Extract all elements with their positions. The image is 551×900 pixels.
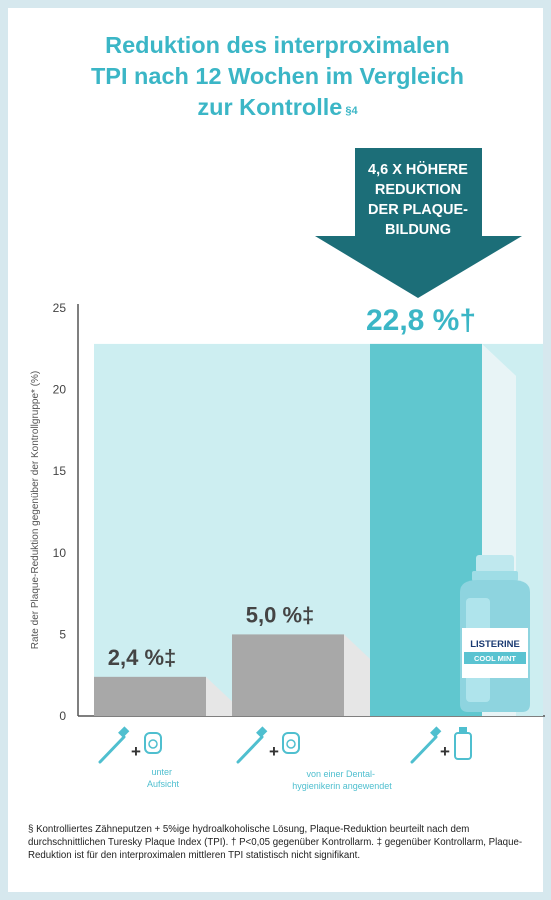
plus-sign: + (269, 742, 279, 761)
callout-line-2: REDUKTION (374, 182, 462, 198)
bar-shadow (344, 634, 378, 716)
chart-title: Reduktion des interproximalen TPI nach 1… (20, 30, 535, 123)
callout-line-3: DER PLAQUE- (368, 202, 468, 218)
plus-sign: + (440, 742, 450, 761)
bar-1 (94, 676, 206, 716)
callout-arrow (315, 148, 522, 298)
y-tick-label: 15 (53, 464, 67, 478)
toothbrush-icon (98, 726, 130, 764)
floss-icon (282, 732, 300, 754)
listerine-bottle-image: LISTERINE COOL MINT (460, 555, 530, 712)
title-line-1: Reduktion des interproximalen (105, 32, 450, 58)
footnote: § Kontrolliertes Zähneputzen + 5%ige hyd… (28, 824, 523, 861)
y-tick-label: 10 (53, 546, 67, 560)
title-line-2: TPI nach 12 Wochen im Vergleich (90, 63, 465, 89)
category-label-1-line-1: unter (151, 767, 172, 777)
bar-2 (232, 634, 344, 716)
category-label-1-line-2: Aufsicht (147, 779, 180, 789)
mouthwash-bottle-icon (454, 727, 472, 760)
data-label-2: 5,0 %‡ (246, 602, 315, 627)
y-tick-label: 0 (59, 709, 66, 723)
bottle-brand: LISTERINE (470, 639, 520, 650)
category-label-2: von einer Dental- hygienikerin angewende… (292, 769, 392, 791)
y-axis-label: Rate der Plaque-Reduktion gegenüber der … (30, 371, 41, 650)
title-superscript: §4 (345, 105, 358, 117)
category-label-2-line-2: hygienikerin angewendet (292, 781, 392, 791)
callout-line-1: 4,6 X HÖHERE (368, 162, 468, 178)
plus-sign: + (131, 742, 141, 761)
category-label-2-line-1: von einer Dental- (306, 769, 375, 779)
title-line-3: zur Kontrolle §4 (20, 92, 535, 123)
bar-shadow (206, 676, 240, 716)
category-label-1: unter Aufsicht (147, 767, 180, 789)
category-icons-2: + (236, 726, 300, 764)
data-label-3: 22,8 %† (366, 304, 476, 337)
bottle-variant: COOL MINT (474, 654, 516, 663)
category-icons-1: + (98, 726, 162, 764)
callout-text: 4,6 X HÖHERE REDUKTION DER PLAQUE- BILDU… (348, 160, 488, 240)
title-line-3-text: zur Kontrolle (197, 94, 343, 120)
floss-icon (144, 732, 162, 754)
y-tick-label: 20 (53, 383, 67, 397)
callout-line-4: BILDUNG (384, 222, 452, 238)
y-tick-label: 5 (59, 627, 66, 641)
toothbrush-icon (410, 726, 442, 764)
y-tick-label: 25 (53, 301, 67, 315)
data-label-1: 2,4 %‡ (108, 645, 177, 670)
toothbrush-icon (236, 726, 268, 764)
category-icons-3: + (410, 726, 472, 764)
